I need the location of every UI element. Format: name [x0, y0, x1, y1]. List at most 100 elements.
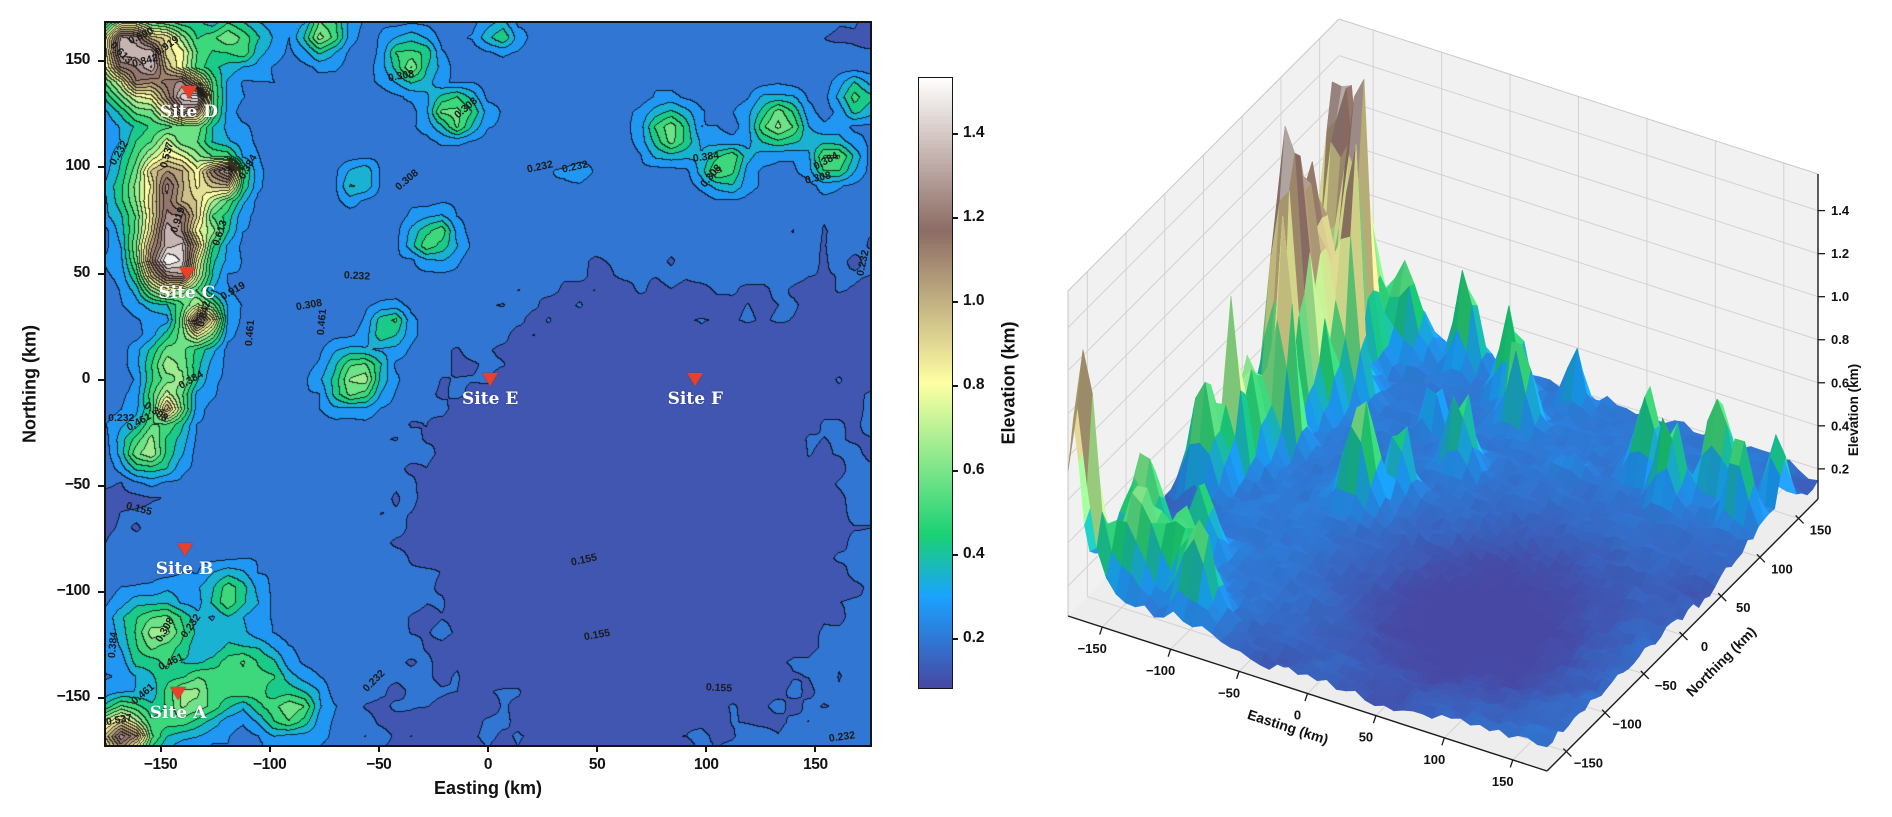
pane-edge: [1067, 18, 1340, 292]
colorbar-tick-label: 0.6: [963, 460, 985, 478]
y-tick-3d: [1756, 553, 1766, 563]
contour-line-label: 0.232: [108, 411, 135, 424]
x-tick: [377, 745, 380, 752]
x-tick-3d: [1509, 759, 1514, 768]
colorbar-tick: [952, 217, 958, 220]
z-axis-title-3d: Elevation (km): [1846, 364, 1861, 456]
x-tick-label-3d: 150: [1492, 774, 1514, 789]
x-tick-label: 50: [588, 756, 606, 773]
y-tick-label: 100: [65, 157, 90, 175]
x-tick: [268, 745, 271, 752]
x-tick-label-3d: 100: [1424, 752, 1446, 767]
x-tick-label: 0: [483, 756, 493, 773]
y-tick: [98, 272, 106, 275]
site-marker-icon: [170, 687, 187, 701]
x-axis-title: Easting (km): [433, 778, 543, 798]
x-tick-label: 150: [803, 756, 828, 773]
x-tick-3d: [1235, 671, 1240, 680]
x-tick: [487, 745, 489, 752]
z-tick-label-3d: 0.6: [1831, 375, 1849, 390]
y-tick-label-3d: 0: [1701, 639, 1708, 654]
x-tick-3d: [1441, 737, 1445, 746]
y-axis-title-3d: Northing (km): [1683, 623, 1759, 699]
z-tick-label-3d: 1.4: [1831, 203, 1850, 218]
y-tick: [98, 697, 106, 700]
grid-line: [1338, 184, 1819, 341]
site-marker-icon: [482, 373, 499, 386]
site-label: Site F: [667, 389, 724, 409]
y-tick-3d: [1679, 631, 1688, 641]
y-tick: [98, 60, 106, 63]
y-tick-3d: [1640, 670, 1650, 680]
grid-line: [1338, 227, 1819, 384]
site-marker-icon: [176, 542, 193, 556]
colorbar-tick: [952, 469, 958, 472]
grid-line: [1338, 270, 1819, 427]
y-tick-label: 0: [81, 369, 91, 387]
z-tick-label-3d: 0.8: [1831, 332, 1849, 347]
y-tick-label: −150: [56, 688, 91, 706]
site-marker-icon: [178, 266, 195, 280]
colorbar-gradient: [918, 77, 953, 689]
grid-line: [1338, 98, 1819, 255]
x-tick-3d: [1372, 715, 1377, 724]
x-tick-label: −50: [366, 756, 392, 773]
x-tick-label: −100: [253, 756, 287, 773]
site-marker-icon: [687, 373, 704, 386]
surface-cell: [1536, 732, 1553, 748]
y-tick-3d: [1795, 514, 1805, 524]
z-tick-label-3d: 0.4: [1831, 418, 1850, 433]
x-tick-3d: [1167, 649, 1172, 657]
y-tick-label: −50: [64, 475, 90, 493]
x-axis-title-3d: Easting (km): [1246, 706, 1331, 747]
colorbar-tick: [952, 301, 958, 304]
x-tick-label-3d: 0: [1294, 708, 1301, 723]
pane-edge: [1338, 18, 1819, 175]
y-tick-label: 150: [65, 51, 90, 69]
site-label: Site E: [462, 389, 519, 409]
colorbar-tick: [952, 637, 958, 640]
y-tick-label: 50: [73, 263, 91, 281]
x-tick-3d: [1099, 626, 1103, 635]
x-tick: [596, 745, 599, 752]
y-tick: [98, 591, 106, 594]
x-tick: [814, 745, 817, 752]
colorbar-tick-label: 1.2: [963, 208, 985, 226]
x-tick-label-3d: −50: [1218, 685, 1240, 700]
colorbar-tick-label: 1.0: [963, 292, 985, 310]
x-tick-3d: [1304, 693, 1309, 702]
y-tick-3d: [1601, 709, 1611, 719]
colorbar-tick-label: 0.8: [963, 376, 985, 394]
x-tick-label-3d: 50: [1359, 730, 1373, 745]
site-label: Site C: [158, 282, 216, 303]
y-tick: [98, 484, 106, 487]
x-tick-label-3d: −100: [1146, 663, 1175, 678]
y-tick-label-3d: −100: [1612, 717, 1641, 732]
z-tick-label-3d: 1.0: [1831, 289, 1849, 304]
colorbar-tick: [952, 553, 958, 556]
y-tick: [98, 166, 106, 169]
z-tick-label-3d: 1.2: [1831, 246, 1849, 261]
site-marker-icon: [180, 86, 197, 100]
y-tick-label-3d: −50: [1655, 678, 1677, 693]
x-tick: [159, 745, 162, 752]
y-tick-3d: [1562, 748, 1572, 758]
y-tick-label-3d: 50: [1736, 600, 1750, 615]
x-tick-label: −150: [143, 756, 178, 773]
colorbar-tick-label: 1.4: [963, 123, 985, 141]
y-tick-label-3d: 100: [1771, 561, 1793, 576]
x-tick: [705, 745, 708, 752]
x-tick-label: 100: [693, 756, 719, 773]
y-tick-3d: [1717, 592, 1727, 602]
z-tick-label-3d: 0.2: [1831, 461, 1849, 476]
site-label: Site B: [155, 558, 214, 579]
grid-line: [1338, 55, 1819, 212]
y-tick: [98, 378, 106, 381]
colorbar-tick-label: 0.4: [963, 544, 985, 562]
y-tick-label-3d: 150: [1810, 522, 1832, 537]
site-label: Site A: [149, 703, 207, 724]
grid-line: [1067, 98, 1340, 371]
grid-line: [1067, 55, 1340, 328]
x-tick-label-3d: −150: [1078, 641, 1107, 656]
